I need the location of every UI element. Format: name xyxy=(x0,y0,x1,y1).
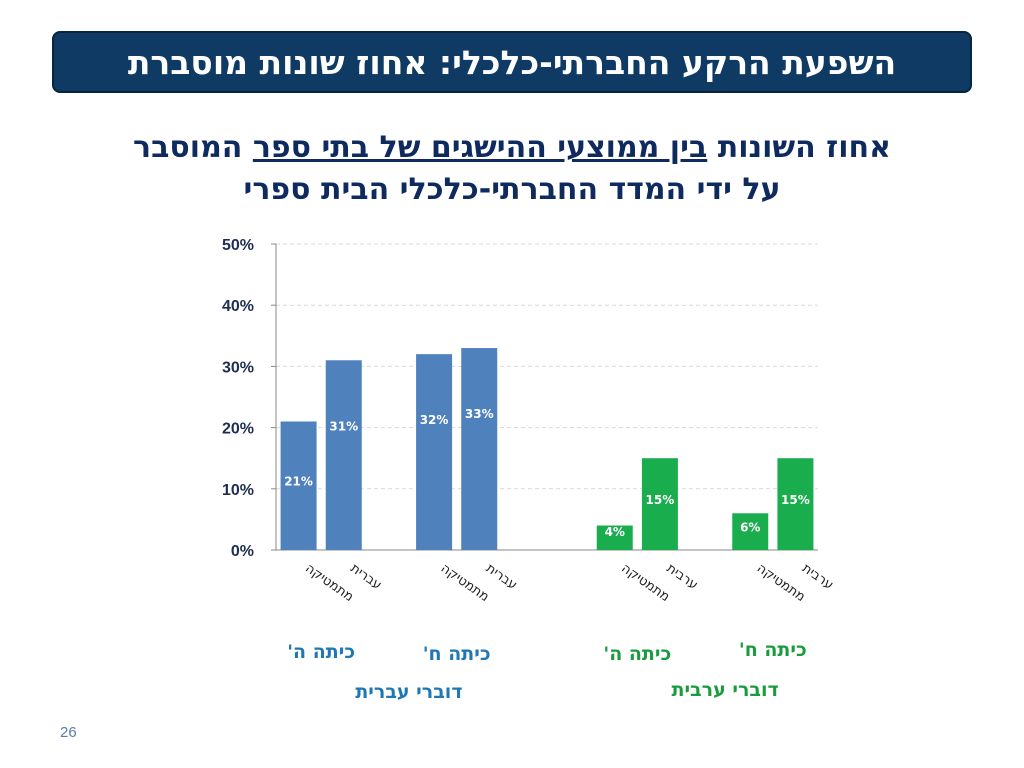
population-label: דוברי ערבית xyxy=(671,679,778,701)
grade-group-label: כיתה ח' xyxy=(423,643,491,665)
page-number: 26 xyxy=(60,724,77,741)
bar xyxy=(280,421,317,550)
title-banner: השפעת הרקע החברתי-כלכלי: אחוז שונות מוסב… xyxy=(52,31,972,93)
y-tick-label: 10% xyxy=(222,482,254,499)
bar-value-label: 31% xyxy=(329,419,358,433)
slide-title: השפעת הרקע החברתי-כלכלי: אחוז שונות מוסב… xyxy=(127,42,897,82)
y-tick-label: 40% xyxy=(222,298,254,315)
category-label: עברית xyxy=(347,561,384,593)
bar-value-label: 15% xyxy=(781,493,810,507)
subtitle-line-2: על ידי המדד החברתי-כלכלי הבית ספרי xyxy=(243,172,781,207)
subtitle-line-1: אחוז השונות בין ממוצעי ההישגים של בתי ספ… xyxy=(40,130,984,165)
grade-group-label: כיתה ח' xyxy=(739,639,807,661)
category-label: מתמטיקה xyxy=(618,561,672,605)
category-label: ערבית xyxy=(664,561,701,593)
y-tick-label: 0% xyxy=(231,543,254,560)
bar-value-label: 32% xyxy=(420,413,449,427)
category-label: מתמטיקה xyxy=(302,561,356,605)
bar-value-label: 4% xyxy=(605,525,625,539)
bar-value-label: 15% xyxy=(646,493,675,507)
category-label: מתמטיקה xyxy=(754,561,808,605)
y-tick-label: 50% xyxy=(222,237,254,254)
y-tick-label: 20% xyxy=(222,421,254,438)
bar xyxy=(325,360,362,550)
bar-value-label: 33% xyxy=(465,407,494,421)
bar xyxy=(732,513,769,550)
population-label: דוברי עברית xyxy=(355,681,462,703)
bar xyxy=(641,458,678,550)
bar xyxy=(461,348,498,550)
category-label: מתמטיקה xyxy=(438,561,492,605)
subtitle-part-2: המוסבר xyxy=(133,130,253,165)
category-label: ערבית xyxy=(799,561,836,593)
bar xyxy=(416,354,453,550)
bar-value-label: 21% xyxy=(284,475,313,489)
grade-group-label: כיתה ה' xyxy=(287,641,355,663)
category-label: עברית xyxy=(483,561,520,593)
subtitle-part-1: אחוז השונות xyxy=(707,130,891,165)
bar xyxy=(777,458,814,550)
subtitle-underlined: בין ממוצעי ההישגים של בתי ספר xyxy=(252,130,708,165)
bar xyxy=(596,525,633,550)
grade-group-label: כיתה ה' xyxy=(603,643,671,665)
bar-value-label: 6% xyxy=(740,521,760,535)
y-tick-label: 30% xyxy=(222,359,254,376)
